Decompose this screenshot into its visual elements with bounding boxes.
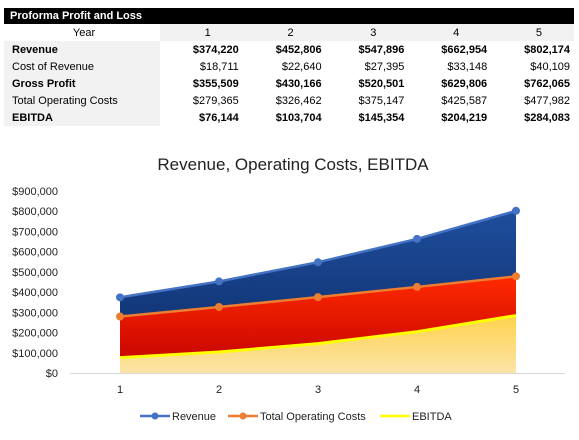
table-cell: $520,501 bbox=[325, 75, 409, 92]
year-header-cell: 2 bbox=[242, 24, 326, 41]
data-point bbox=[116, 293, 124, 302]
row-label: Cost of Revenue bbox=[4, 58, 160, 75]
table-row: Cost of Revenue $18,711 $22,640 $27,395 … bbox=[4, 58, 574, 75]
data-point bbox=[512, 272, 520, 281]
table-cell: $425,587 bbox=[408, 92, 492, 109]
profit-loss-table: Year 1 2 3 4 5 Revenue $374,220 $452,806… bbox=[4, 24, 574, 126]
table-row: Revenue $374,220 $452,806 $547,896 $662,… bbox=[4, 41, 574, 58]
plot-area bbox=[116, 206, 520, 373]
x-tick-label: 1 bbox=[117, 384, 123, 396]
legend-marker bbox=[151, 412, 159, 420]
table-header-row: Year 1 2 3 4 5 bbox=[4, 24, 574, 41]
data-point bbox=[314, 258, 322, 267]
y-tick-label: $0 bbox=[46, 368, 58, 380]
year-header-cell: 1 bbox=[160, 24, 243, 41]
table-cell: $40,109 bbox=[491, 58, 574, 75]
data-point bbox=[215, 277, 223, 286]
legend-label: EBITDA bbox=[412, 411, 452, 423]
table-cell: $375,147 bbox=[325, 92, 409, 109]
data-point bbox=[116, 312, 124, 321]
data-point bbox=[413, 282, 421, 291]
table-cell: $629,806 bbox=[408, 75, 492, 92]
table-cell: $279,365 bbox=[160, 92, 243, 109]
table-cell: $204,219 bbox=[408, 109, 492, 126]
table-cell: $430,166 bbox=[242, 75, 326, 92]
data-point bbox=[215, 302, 223, 311]
y-tick-label: $500,000 bbox=[12, 267, 58, 279]
area-chart: Revenue, Operating Costs, EBITDA $0 $100,… bbox=[12, 155, 565, 423]
table-cell: $477,982 bbox=[491, 92, 574, 109]
x-axis: 1 2 3 4 5 bbox=[70, 373, 565, 396]
row-label: Revenue bbox=[4, 41, 160, 58]
x-tick-label: 2 bbox=[216, 384, 222, 396]
table-cell: $76,144 bbox=[160, 109, 243, 126]
table-cell: $802,174 bbox=[491, 41, 574, 58]
y-tick-label: $600,000 bbox=[12, 247, 58, 259]
row-label: Gross Profit bbox=[4, 75, 160, 92]
legend-item: Total Operating Costs bbox=[228, 411, 366, 423]
y-tick-label: $400,000 bbox=[12, 287, 58, 299]
table-row: Gross Profit $355,509 $430,166 $520,501 … bbox=[4, 75, 574, 92]
table-cell: $145,354 bbox=[325, 109, 409, 126]
legend-item: Revenue bbox=[140, 411, 216, 423]
year-header-cell: 5 bbox=[491, 24, 574, 41]
table-row: Total Operating Costs $279,365 $326,462 … bbox=[4, 92, 574, 109]
x-tick-label: 3 bbox=[315, 384, 321, 396]
row-label: Total Operating Costs bbox=[4, 92, 160, 109]
table-row: EBITDA $76,144 $103,704 $145,354 $204,21… bbox=[4, 109, 574, 126]
y-tick-label: $900,000 bbox=[12, 186, 58, 198]
row-label: EBITDA bbox=[4, 109, 160, 126]
table-cell: $18,711 bbox=[160, 58, 243, 75]
data-point bbox=[413, 234, 421, 243]
pl-table-title: Proforma Profit and Loss bbox=[4, 8, 574, 24]
table-cell: $355,509 bbox=[160, 75, 243, 92]
year-header-label: Year bbox=[4, 24, 160, 41]
table-cell: $284,083 bbox=[491, 109, 574, 126]
year-header-cell: 4 bbox=[408, 24, 492, 41]
table-cell: $452,806 bbox=[242, 41, 326, 58]
table-cell: $27,395 bbox=[325, 58, 409, 75]
table-cell: $762,065 bbox=[491, 75, 574, 92]
legend-label: Revenue bbox=[172, 411, 216, 423]
table-cell: $547,896 bbox=[325, 41, 409, 58]
y-tick-label: $800,000 bbox=[12, 206, 58, 218]
data-point bbox=[512, 206, 520, 215]
ebitda-line bbox=[119, 314, 517, 360]
y-axis: $0 $100,000 $200,000 $300,000 $400,000 $500,0… bbox=[12, 186, 58, 380]
year-header-cell: 3 bbox=[325, 24, 409, 41]
legend-item: EBITDA bbox=[380, 411, 452, 423]
legend-label: Total Operating Costs bbox=[260, 411, 366, 423]
legend: Revenue Total Operating Costs EBITDA bbox=[140, 411, 452, 423]
y-tick-label: $300,000 bbox=[12, 307, 58, 319]
data-point bbox=[314, 293, 322, 302]
table-cell: $326,462 bbox=[242, 92, 326, 109]
table-cell: $103,704 bbox=[242, 109, 326, 126]
legend-marker bbox=[239, 412, 247, 420]
y-tick-label: $200,000 bbox=[12, 328, 58, 340]
y-tick-label: $100,000 bbox=[12, 348, 58, 360]
table-cell: $662,954 bbox=[408, 41, 492, 58]
table-cell: $33,148 bbox=[408, 58, 492, 75]
y-tick-label: $700,000 bbox=[12, 226, 58, 238]
table-cell: $374,220 bbox=[160, 41, 243, 58]
chart-title: Revenue, Operating Costs, EBITDA bbox=[157, 155, 429, 174]
table-cell: $22,640 bbox=[242, 58, 326, 75]
x-tick-label: 4 bbox=[414, 384, 420, 396]
x-tick-label: 5 bbox=[513, 384, 519, 396]
